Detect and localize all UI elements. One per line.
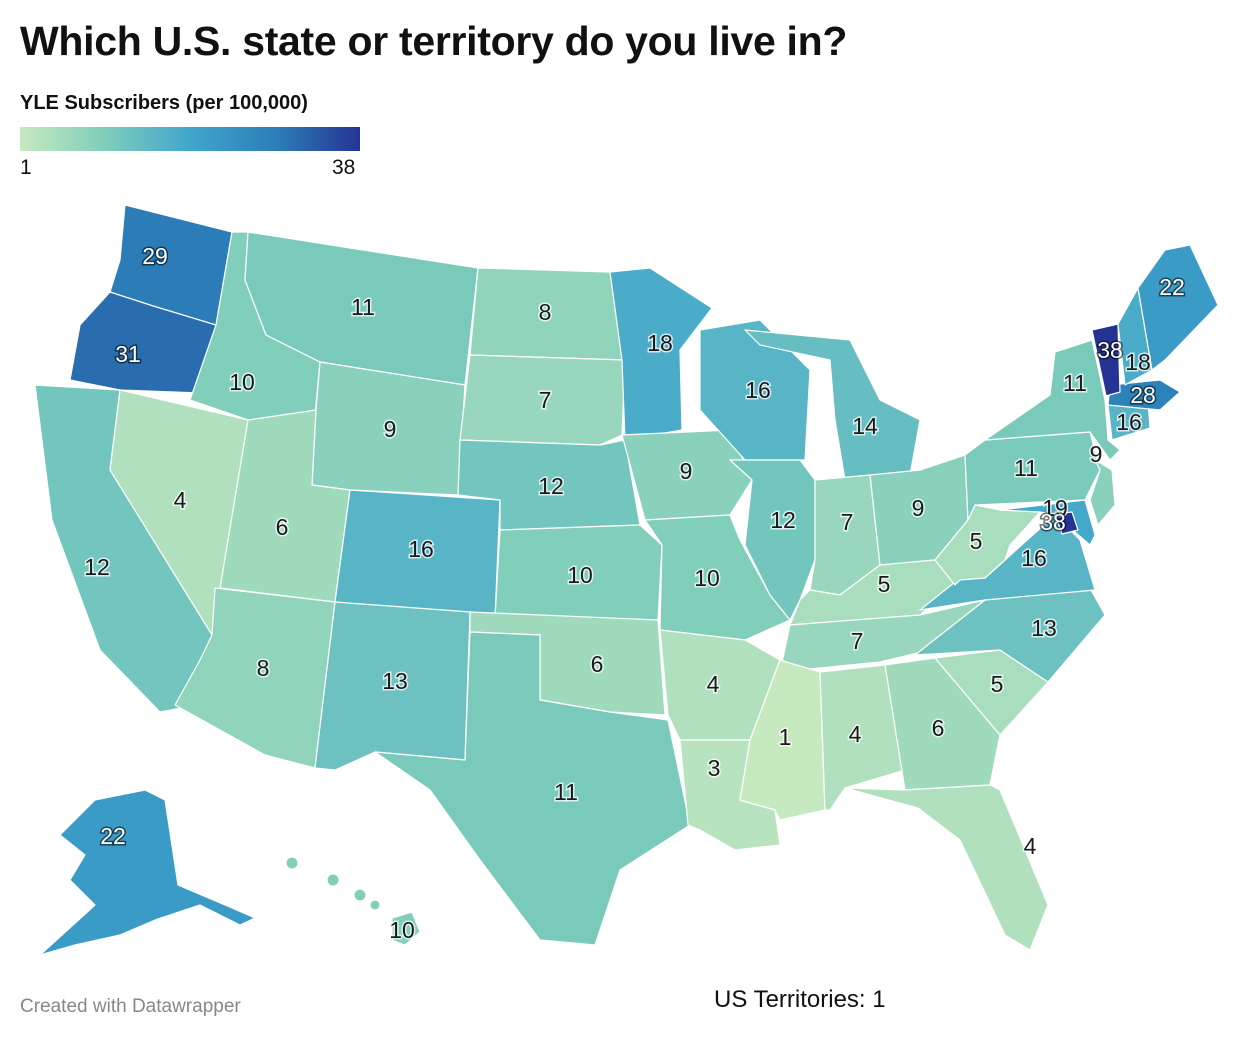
state-value-label-VT: 38 (1097, 337, 1123, 363)
state-value-label-VA: 16 (1021, 545, 1047, 571)
state-MA[interactable] (1107, 379, 1181, 411)
state-SD[interactable] (459, 354, 626, 446)
state-IL[interactable] (729, 459, 816, 621)
state-GA[interactable] (884, 657, 1001, 791)
state-FL[interactable] (844, 784, 1049, 951)
state-value-label-NV: 4 (174, 487, 187, 513)
state-WI[interactable] (699, 319, 811, 461)
state-value-label-MT: 11 (351, 294, 375, 320)
state-value-label-KY: 5 (878, 571, 891, 597)
state-value-label-ID: 10 (229, 369, 255, 395)
state-value-label-IA: 9 (680, 458, 693, 484)
state-value-label-ME: 22 (1159, 274, 1185, 300)
state-value-label-WV: 5 (970, 528, 983, 554)
state-value-label-MN: 18 (647, 330, 673, 356)
state-value-label-MS: 1 (779, 724, 792, 750)
state-MN[interactable] (609, 267, 713, 441)
state-HI-island-2[interactable] (326, 873, 340, 887)
legend-max-label: 38 (332, 156, 356, 179)
state-value-label-NC: 13 (1031, 615, 1057, 641)
state-TX[interactable] (374, 631, 691, 946)
state-value-label-NE: 12 (538, 473, 564, 499)
state-value-label-PA: 11 (1014, 455, 1038, 481)
state-MD[interactable] (999, 499, 1096, 546)
state-value-label-AL: 4 (849, 721, 862, 747)
state-NJ[interactable] (1089, 459, 1116, 526)
state-value-label-WI: 16 (745, 377, 771, 403)
state-value-label-AR: 4 (707, 671, 720, 697)
state-value-label-WA: 29 (142, 243, 168, 269)
state-value-label-MD: 19 (1042, 495, 1068, 521)
state-value-label-OH: 9 (912, 495, 925, 521)
state-DC[interactable] (1054, 511, 1079, 535)
legend-min-label: 1 (20, 156, 32, 179)
state-value-label-GA: 6 (932, 715, 945, 741)
state-value-label-FL: 4 (1024, 833, 1037, 859)
state-HI[interactable] (391, 911, 421, 946)
legend-title: YLE Subscribers (per 100,000) (20, 92, 308, 114)
state-ME[interactable] (1137, 244, 1219, 371)
state-value-label-CT: 16 (1116, 409, 1142, 435)
state-OR[interactable] (69, 291, 217, 394)
state-HI-island-1[interactable] (285, 856, 299, 870)
state-AK[interactable] (39, 789, 256, 956)
state-value-label-UT: 6 (276, 514, 289, 540)
state-value-label-IN: 7 (841, 509, 854, 535)
state-value-label-WY: 9 (384, 416, 397, 442)
state-value-label-ND: 8 (539, 299, 552, 325)
state-value-label-DC: 38 (1040, 509, 1066, 535)
state-KS[interactable] (494, 524, 663, 621)
territories-note: US Territories: 1 (714, 986, 886, 1013)
state-value-label-MI: 14 (852, 413, 878, 439)
state-value-label-TN: 7 (851, 628, 864, 654)
state-VT[interactable] (1091, 323, 1121, 397)
state-value-label-NH: 18 (1125, 349, 1151, 375)
state-value-label-LA: 3 (708, 755, 721, 781)
state-value-label-OR: 31 (115, 341, 141, 367)
map-title: Which U.S. state or territory do you liv… (20, 18, 848, 64)
state-value-label-CA: 12 (84, 554, 110, 580)
state-value-label-OK: 6 (591, 651, 604, 677)
state-value-label-SC: 5 (991, 671, 1004, 697)
state-value-label-NY: 11 (1063, 370, 1087, 396)
datawrapper-credit: Created with Datawrapper (20, 996, 241, 1017)
state-IA[interactable] (621, 429, 753, 521)
state-value-label-IL: 12 (770, 507, 796, 533)
state-value-label-NJ: 9 (1090, 441, 1103, 467)
state-value-label-CO: 16 (408, 536, 434, 562)
state-value-label-MO: 10 (694, 565, 720, 591)
state-NY[interactable] (984, 339, 1121, 461)
state-value-label-KS: 10 (567, 562, 593, 588)
state-HI-island-3[interactable] (353, 888, 367, 902)
state-value-label-AK: 22 (100, 823, 126, 849)
state-value-label-NM: 13 (382, 668, 408, 694)
state-value-label-MA: 28 (1130, 382, 1156, 408)
state-value-label-AZ: 8 (257, 655, 270, 681)
legend-gradient-bar (20, 127, 360, 151)
state-value-label-TX: 11 (554, 779, 578, 805)
state-HI-island-4[interactable] (369, 899, 381, 911)
state-value-label-HI: 10 (389, 917, 415, 943)
state-value-label-SD: 7 (539, 387, 552, 413)
